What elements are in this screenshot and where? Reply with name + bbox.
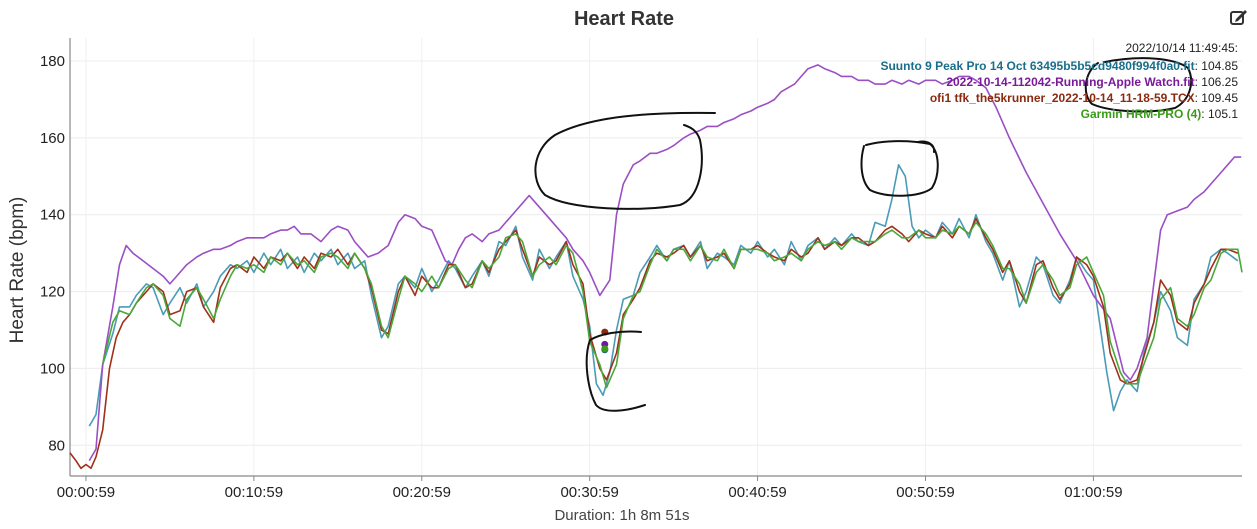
tooltip-series-value: : 106.25 xyxy=(1195,75,1239,89)
tooltip-series-name: ofi1 tfk_the5krunner_2022-10-14_11-18-59… xyxy=(930,91,1195,105)
tooltip-entry-3: Garmin HRM-PRO (4): 105.1 xyxy=(1081,107,1239,121)
chart-title: Heart Rate xyxy=(574,8,674,30)
annotation-stroke-0 xyxy=(534,111,716,210)
tooltip-entry-2: ofi1 tfk_the5krunner_2022-10-14_11-18-59… xyxy=(930,91,1238,105)
tooltip-series-name: 2022-10-14-112042-Running-Apple Watch.fi… xyxy=(946,75,1194,89)
x-tick-label: 01:00:59 xyxy=(1064,484,1122,501)
tooltip-time: 2022/10/14 11:49:45: xyxy=(1125,41,1238,55)
tooltip-series-value: : 104.85 xyxy=(1195,59,1239,73)
y-tick-label: 180 xyxy=(40,53,65,70)
y-axis-title: Heart Rate (bpm) xyxy=(7,197,28,344)
edit-icon[interactable] xyxy=(1230,10,1247,25)
annotation-stroke-3 xyxy=(1084,57,1193,113)
x-tick-label: 00:40:59 xyxy=(728,484,786,501)
hover-marker-3 xyxy=(601,345,609,353)
tooltip-series-value: : 109.45 xyxy=(1195,91,1239,105)
y-tick-label: 120 xyxy=(40,284,65,301)
x-tick-label: 00:10:59 xyxy=(225,484,283,501)
x-tick-label: 00:20:59 xyxy=(393,484,451,501)
hand-annotations xyxy=(534,57,1193,412)
y-tick-label: 160 xyxy=(40,130,65,147)
x-tick-label: 00:50:59 xyxy=(896,484,954,501)
tooltip-series-name: Garmin HRM-PRO (4) xyxy=(1081,107,1202,121)
annotation-stroke-1 xyxy=(860,140,939,197)
tooltip-series-value: : 105.1 xyxy=(1201,107,1238,121)
x-axis-title: Duration: 1h 8m 51s xyxy=(554,507,689,524)
series-lines xyxy=(69,64,1243,470)
hover-markers xyxy=(601,328,609,354)
annotation-stroke-2 xyxy=(585,330,646,412)
series-line-3 xyxy=(101,221,1243,389)
axes: 80 100 120 140 160 180 00:00:59 00:10:59 00:20:5… xyxy=(40,38,1242,501)
series-line-2 xyxy=(69,217,1239,470)
grid xyxy=(70,38,1242,476)
y-tick-label: 100 xyxy=(40,360,65,377)
y-tick-label: 80 xyxy=(48,437,65,454)
tooltip: 2022/10/14 11:49:45: Suunto 9 Peak Pro 14… xyxy=(880,41,1238,121)
tooltip-series-name: Suunto 9 Peak Pro 14 Oct 63495b5b5cd9480… xyxy=(880,59,1194,73)
tooltip-entry-1: 2022-10-14-112042-Running-Apple Watch.fi… xyxy=(946,75,1238,89)
y-tick-label: 140 xyxy=(40,207,65,224)
series-line-0 xyxy=(88,164,1239,427)
x-tick-label: 00:30:59 xyxy=(560,484,618,501)
series-line-1 xyxy=(88,64,1242,462)
x-tick-label: 00:00:59 xyxy=(57,484,115,501)
tooltip-entry-0: Suunto 9 Peak Pro 14 Oct 63495b5b5cd9480… xyxy=(880,59,1238,73)
